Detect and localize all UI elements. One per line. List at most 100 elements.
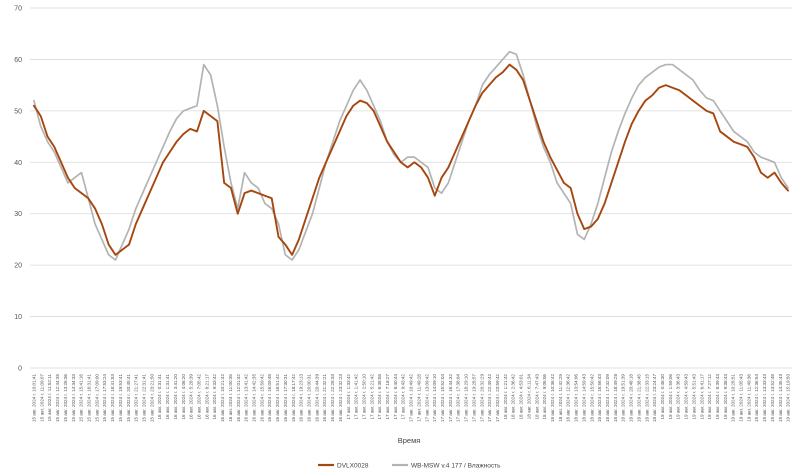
x-tick-label: 19 авг. 2024 г. 0:48:30	[660, 374, 665, 420]
x-tick-label: 19 авг. 2024 г. 7:27:12	[707, 374, 712, 420]
x-tick-label: 19 авг. 2024 г. 5:51:43	[691, 374, 696, 420]
x-tick-label: 18 авг. 2024 г. 12:36:42	[566, 374, 571, 423]
x-tick-label: 18 авг. 2024 г. 16:56:43	[597, 374, 602, 423]
x-tick-label: 16 авг. 2024 г. 15:59:42	[259, 374, 264, 423]
x-tick-label: 18 авг. 2024 г. 14:59:43	[581, 374, 586, 423]
x-tick-label: 16 авг. 2024 г. 16:51:42	[275, 374, 280, 423]
x-tick-label: 16 авг. 2024 г. 5:28:39	[189, 374, 194, 420]
x-tick-label: 17 авг. 2024 г. 11:49:28	[416, 374, 421, 422]
x-tick-label: 17 авг. 2024 г. 22:49:42	[487, 374, 492, 423]
x-tick-label: 16 авг. 2024 г. 19:23:13	[299, 374, 304, 423]
series-lines	[32, 50, 790, 261]
x-tick-label: 18 авг. 2024 г. 2:36:42	[511, 374, 516, 420]
x-tick-label: 17 авг. 2024 г. 8:40:44	[393, 374, 398, 420]
y-tick-label: 30	[14, 211, 22, 218]
x-tick-label: 19 авг. 2024 г. 8:39:43	[715, 374, 720, 420]
x-tick-label: 18 авг. 2024 г. 18:49:28	[613, 374, 618, 423]
x-tick-label: 15 авг. 2024 г. 18:41:53	[110, 374, 115, 423]
x-tick-label: 17 авг. 2024 г. 14:09:10	[432, 374, 437, 423]
x-tick-label: 16 авг. 2024 г. 9:33:42	[212, 374, 217, 420]
x-tick-label: 16 авг. 2024 г. 10:21:42	[220, 374, 225, 423]
x-tick-label: 18 авг. 2024 г. 6:11:34	[526, 374, 531, 420]
x-tick-label: 19 авг. 2024 г. 14:35:43	[778, 374, 783, 423]
x-tick-label: 17 авг. 2024 г. 19:28:57	[471, 374, 476, 423]
x-tick-label: 16 авг. 2024 г. 17:30:31	[283, 374, 288, 423]
legend: DVLX0028 WB-MSW v.4 177 / Влажность	[318, 462, 501, 469]
x-tick-label: 17 авг. 2024 г. 18:29:10	[464, 374, 469, 423]
x-tick-label: 19 авг. 2024 г. 13:52:48	[770, 374, 775, 423]
x-tick-label: 18 авг. 2024 г. 21:38:45	[636, 374, 641, 423]
x-tick-label: 16 авг. 2024 г. 12:01:42	[236, 374, 241, 423]
x-tick-label: 15 авг. 2024 г. 19:53:41	[118, 374, 123, 423]
x-tick-label: 18 авг. 2024 г. 17:32:09	[605, 374, 610, 423]
x-tick-label: 17 авг. 2024 г. 7:18:27	[385, 374, 390, 420]
x-tick-label: 19 авг. 2024 г. 11:49:36	[746, 374, 751, 422]
x-tick-label: 18 авг. 2024 г. 11:42:29	[558, 374, 563, 422]
series-line-dvlx0028	[32, 63, 790, 256]
x-tick-label: 16 авг. 2024 г. 4:06:20	[181, 374, 186, 420]
x-tick-label: 15 авг. 2024 г. 15:41:16	[79, 374, 84, 423]
x-tick-label: 17 авг. 2024 г. 9:43:42	[401, 374, 406, 420]
x-tick-label: 16 авг. 2024 г. 16:09:48	[267, 374, 272, 423]
x-tick-label: 18 авг. 2024 г. 15:50:42	[589, 374, 594, 423]
x-tick-label: 15 авг. 2024 г. 23:21:50	[149, 374, 154, 423]
x-tick-label: 19 авг. 2024 г. 1:59:06	[668, 374, 673, 420]
x-tick-label: 17 авг. 2024 г. 2:50:10	[361, 374, 366, 420]
x-tick-label: 19 авг. 2024 г. 15:19:50	[786, 374, 791, 423]
series-line-wb-msw-humidity	[33, 50, 789, 261]
x-tick-label: 16 авг. 2024 г. 7:05:42	[196, 374, 201, 420]
x-tick-label: 15 авг. 2024 г. 12:44:35	[55, 374, 60, 423]
x-tick-label: 16 авг. 2024 г. 22:28:33	[330, 374, 335, 423]
x-tick-label: 17 авг. 2024 г. 13:09:42	[424, 374, 429, 423]
y-tick-label: 50	[14, 108, 22, 115]
y-tick-label: 0	[18, 366, 22, 373]
y-tick-label: 60	[14, 57, 22, 64]
x-tick-label: 19 авг. 2024 г. 13:33:43	[762, 374, 767, 423]
x-tick-label: 19 авг. 2024 г. 4:59:43	[684, 374, 689, 420]
y-tick-label: 20	[14, 263, 22, 270]
x-tick-label: 16 авг. 2024 г. 11:00:35	[228, 374, 233, 422]
x-tick-label: 16 авг. 2024 г. 3:41:20	[173, 374, 178, 420]
x-tick-label: 18 авг. 2024 г. 13:54:06	[574, 374, 579, 423]
x-tick-label: 17 авг. 2024 г. 15:52:04	[440, 374, 445, 423]
x-tick-label: 16 авг. 2024 г. 20:44:39	[314, 374, 319, 423]
x-tick-label: 19 авг. 2024 г. 9:38:43	[723, 374, 728, 420]
x-tick-label: 18 авг. 2024 г. 4:53:01	[519, 374, 524, 420]
x-tick-label: 19 авг. 2024 г. 11:05:43	[739, 374, 744, 422]
y-tick-label: 10	[14, 314, 22, 321]
x-tick-label: 15 авг. 2024 г. 10:01:41	[32, 374, 37, 423]
x-tick-label: 17 авг. 2024 г. 16:44:32	[448, 374, 453, 423]
x-tick-label: 15 авг. 2024 г. 22:31:41	[142, 374, 147, 423]
x-tick-label: 15 авг. 2024 г. 16:31:41	[87, 374, 92, 423]
x-tick-label: 17 авг. 2024 г. 5:21:42	[369, 374, 374, 420]
x-tick-label: 18 авг. 2024 г. 9:06:06	[542, 374, 547, 420]
x-tick-label: 15 авг. 2024 г. 17:53:24	[102, 374, 107, 423]
x-tick-label: 16 авг. 2024 г. 0:31:41	[157, 374, 162, 420]
x-tick-label: 15 авг. 2024 г. 21:27:41	[134, 374, 139, 423]
x-tick-label: 19 авг. 2024 г. 12:36:54	[754, 374, 759, 423]
legend-label: WB-MSW v.4 177 / Влажность	[411, 462, 501, 469]
x-tick-label: 17 авг. 2024 г. 23:59:42	[495, 374, 500, 423]
y-axis-tick-labels: 0 10 20 30 40 50 60 70	[14, 6, 22, 373]
x-tick-label: 15 авг. 2024 г. 11:09:07	[39, 374, 44, 422]
y-tick-label: 70	[14, 6, 22, 13]
x-tick-label: 15 авг. 2024 г. 13:26:36	[63, 374, 68, 423]
legend-label: DVLX0028	[337, 462, 369, 469]
x-tick-label: 16 авг. 2024 г. 8:21:17	[204, 374, 209, 420]
x-tick-label: 18 авг. 2024 г. 10:36:42	[550, 374, 555, 423]
x-tick-label: 18 авг. 2024 г. 19:51:39	[621, 374, 626, 423]
x-tick-label: 17 авг. 2024 г. 6:38:58	[377, 374, 382, 420]
x-tick-label: 19 авг. 2024 г. 3:36:43	[676, 374, 681, 420]
x-tick-label: 18 авг. 2024 г. 22:33:15	[644, 374, 649, 423]
x-axis-title: Время	[398, 436, 421, 445]
x-tick-label: 18 авг. 2024 г. 7:47:43	[534, 374, 539, 420]
x-tick-label: 19 авг. 2024 г. 6:41:17	[699, 374, 704, 420]
x-tick-label: 18 авг. 2024 г. 1:21:42	[503, 374, 508, 420]
y-tick-label: 40	[14, 160, 22, 167]
x-tick-label: 19 авг. 2024 г. 10:28:51	[731, 374, 736, 423]
x-tick-label: 17 авг. 2024 г. 1:33:42	[346, 374, 351, 420]
x-tick-label: 16 авг. 2024 г. 14:42:35	[251, 374, 256, 423]
x-tick-label: 17 авг. 2024 г. 10:49:42	[409, 374, 414, 423]
